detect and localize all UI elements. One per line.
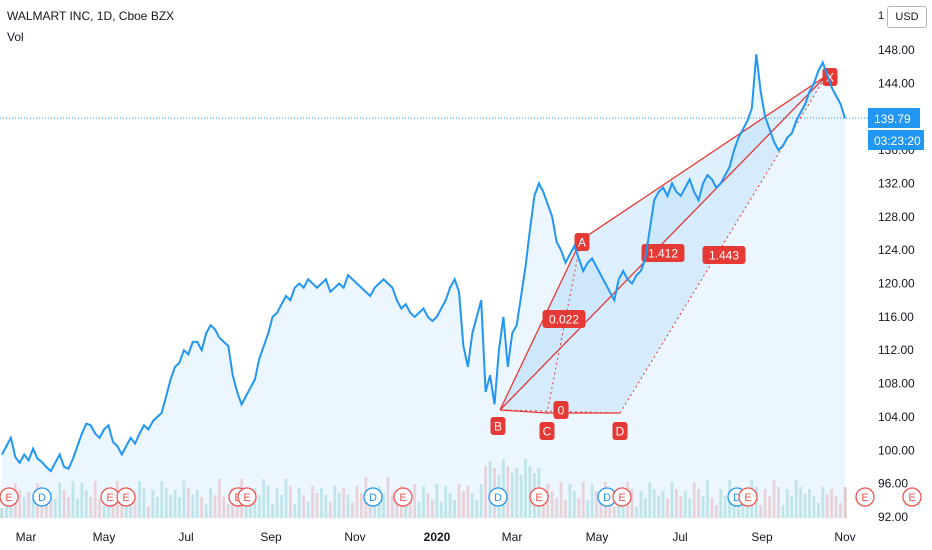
ratio-xb-label: 0.022 [549, 313, 579, 327]
point-d-label: D [616, 425, 625, 439]
x-tick-label: Mar [16, 530, 37, 544]
y-tick-label: 92.00 [878, 510, 908, 524]
earnings-marker[interactable] [237, 487, 257, 507]
event-marker-letter: E [399, 492, 406, 504]
x-axis[interactable]: Mar May Jul Sep Nov 2020 Mar May Jul Sep Nov [16, 530, 856, 544]
earnings-marker[interactable] [902, 487, 922, 507]
volume-legend: Vol [7, 30, 24, 44]
event-markers[interactable]: EDEEEEDEDEDEDEEE [0, 487, 922, 507]
ratio-bd-label-box[interactable] [702, 246, 746, 264]
pattern-layer: A B C D X 0 0.022 1.412 1.443 [490, 68, 838, 440]
countdown-tag [868, 130, 924, 150]
y-tick-label: 108.00 [878, 377, 915, 391]
x-tick-label: Jul [672, 530, 687, 544]
earnings-marker[interactable] [116, 487, 136, 507]
event-marker-letter: D [603, 492, 611, 504]
event-marker-letter: D [733, 492, 741, 504]
event-marker-letter: E [243, 492, 250, 504]
point-a-label-box[interactable] [574, 233, 590, 251]
last-price-tag [868, 108, 920, 128]
point-c-label: C [543, 425, 552, 439]
x-tick-label: May [586, 530, 609, 544]
y-axis[interactable]: 148.00144.00136.00132.00128.00124.00120.… [878, 43, 915, 524]
earnings-marker[interactable] [393, 487, 413, 507]
top-partial-tick: 1 [878, 10, 885, 22]
last-price-value: 139.79 [874, 112, 911, 126]
x-tick-label: Jul [178, 530, 193, 544]
y-tick-label: 96.00 [878, 477, 908, 491]
ratio-bd-label: 1.443 [709, 249, 739, 263]
point-x-label: X [826, 71, 834, 85]
ratio-bc-label: 0 [558, 404, 565, 418]
x-tick-label: Mar [502, 530, 523, 544]
x-tick-label: Nov [344, 530, 365, 544]
ratio-ac-label-box[interactable] [641, 244, 685, 262]
earnings-marker[interactable] [529, 487, 549, 507]
ratio-bc-label-box[interactable] [553, 401, 569, 419]
symbol-legend: WALMART INC, 1D, Cboe BZX [7, 9, 175, 23]
y-tick-label: 144.00 [878, 76, 915, 90]
x-tick-label: Sep [260, 530, 282, 544]
pattern-ratio-line [619, 75, 827, 414]
x-tick-label: Nov [834, 530, 855, 544]
dividend-marker[interactable] [32, 487, 52, 507]
y-tick-label: 100.00 [878, 443, 915, 457]
x-tick-label: Sep [751, 530, 773, 544]
y-tick-label: 112.00 [878, 343, 914, 357]
event-marker-letter: D [38, 492, 46, 504]
y-tick-label: 116.00 [878, 310, 914, 324]
y-tick-label: 128.00 [878, 210, 915, 224]
countdown-value: 03:23:20 [874, 134, 921, 148]
event-marker-letter: E [618, 492, 625, 504]
price-tag: 139.79 03:23:20 [868, 108, 924, 150]
pattern-ratio-line [546, 239, 582, 414]
earnings-marker[interactable] [855, 487, 875, 507]
event-marker-letter: E [122, 492, 129, 504]
event-marker-letter: E [5, 492, 12, 504]
y-tick-label: 124.00 [878, 243, 915, 257]
event-marker-letter: E [744, 492, 751, 504]
y-tick-label: 148.00 [878, 43, 915, 57]
earnings-marker[interactable] [738, 487, 758, 507]
point-c-label-box[interactable] [539, 422, 555, 440]
event-marker-letter: D [494, 492, 502, 504]
earnings-marker[interactable] [612, 487, 632, 507]
ratio-xb-label-box[interactable] [542, 310, 586, 328]
point-b-label: B [494, 420, 502, 434]
price-line [1, 54, 846, 473]
ratio-ac-label: 1.412 [648, 247, 678, 261]
y-tick-label: 132.00 [878, 176, 915, 190]
event-marker-letter: E [861, 492, 868, 504]
currency-button[interactable]: USD [887, 6, 927, 28]
event-marker-letter: E [106, 492, 113, 504]
price-area-fill [2, 54, 845, 518]
event-marker-letter: D [369, 492, 377, 504]
x-tick-label: 2020 [424, 530, 451, 544]
dividend-marker[interactable] [488, 487, 508, 507]
x-tick-label: May [93, 530, 116, 544]
point-b-label-box[interactable] [490, 417, 506, 435]
dividend-marker[interactable] [363, 487, 383, 507]
event-marker-letter: E [908, 492, 915, 504]
point-d-label-box[interactable] [612, 422, 628, 440]
y-tick-label: 120.00 [878, 277, 915, 291]
point-a-label: A [578, 236, 586, 250]
earnings-marker[interactable] [0, 487, 19, 507]
y-tick-label: 104.00 [878, 410, 915, 424]
event-marker-letter: E [535, 492, 542, 504]
